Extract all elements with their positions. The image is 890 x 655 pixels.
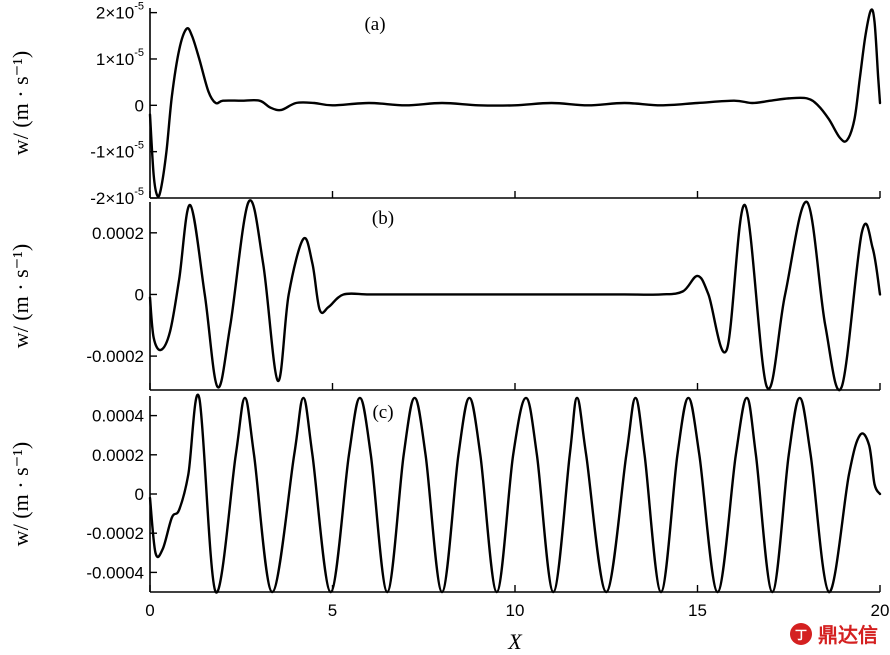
y-tick-label: 1×10-5 bbox=[96, 47, 144, 69]
x-tick-label: 0 bbox=[145, 601, 154, 620]
y-tick-label: 0.0002 bbox=[92, 446, 144, 465]
panel-label: (b) bbox=[372, 208, 394, 229]
watermark-logo: 丁 鼎达信 bbox=[790, 623, 878, 647]
chart-panels: 2×10-5 1×10-5 0 -1×10-5 -2×10-5 w/ (m · s⁻¹) (… bbox=[8, 1, 889, 620]
series-line bbox=[148, 393, 882, 594]
x-tick-label: 15 bbox=[688, 601, 707, 620]
y-tick-label: -0.0004 bbox=[86, 563, 144, 582]
panel-1: 2×10-5 1×10-5 0 -1×10-5 -2×10-5 w/ (m · s⁻¹) (… bbox=[8, 1, 882, 208]
y-tick-label: -2×10-5 bbox=[90, 186, 144, 208]
panel-label: (a) bbox=[364, 14, 385, 35]
watermark-icon bbox=[790, 623, 812, 645]
x-axis-label: X bbox=[507, 629, 523, 654]
watermark-icon-glyph: 丁 bbox=[795, 628, 807, 642]
series-line bbox=[148, 8, 882, 198]
panel-2: 0.0002 0 -0.0002 w/ (m · s⁻¹) (b) bbox=[8, 199, 882, 392]
y-axis-label: w/ (m · s⁻¹) bbox=[8, 442, 33, 546]
watermark-text: 鼎达信 bbox=[818, 623, 878, 647]
x-tick-label: 5 bbox=[328, 601, 337, 620]
y-axis-label: w/ (m · s⁻¹) bbox=[8, 51, 33, 155]
y-axis-label: w/ (m · s⁻¹) bbox=[8, 244, 33, 348]
y-tick-label: 0.0002 bbox=[92, 224, 144, 243]
panel-label: (c) bbox=[372, 402, 393, 423]
y-tick-label: 0 bbox=[135, 485, 144, 504]
y-tick-label: -0.0002 bbox=[86, 524, 144, 543]
x-tick-label: 20 bbox=[871, 601, 890, 620]
y-tick-label: 2×10-5 bbox=[96, 1, 144, 23]
y-tick-label: 0 bbox=[135, 285, 144, 304]
y-tick-label: -1×10-5 bbox=[90, 140, 144, 162]
panel-3: 0.0004 0.0002 0 -0.0002 -0.0004 w/ (m · s⁻¹) (… bbox=[8, 393, 890, 620]
y-tick-label: 0 bbox=[135, 96, 144, 115]
y-tick-label: 0.0004 bbox=[92, 407, 144, 426]
x-tick-label: 10 bbox=[506, 601, 525, 620]
y-tick-label: -0.0002 bbox=[86, 347, 144, 366]
series-line bbox=[148, 199, 882, 392]
